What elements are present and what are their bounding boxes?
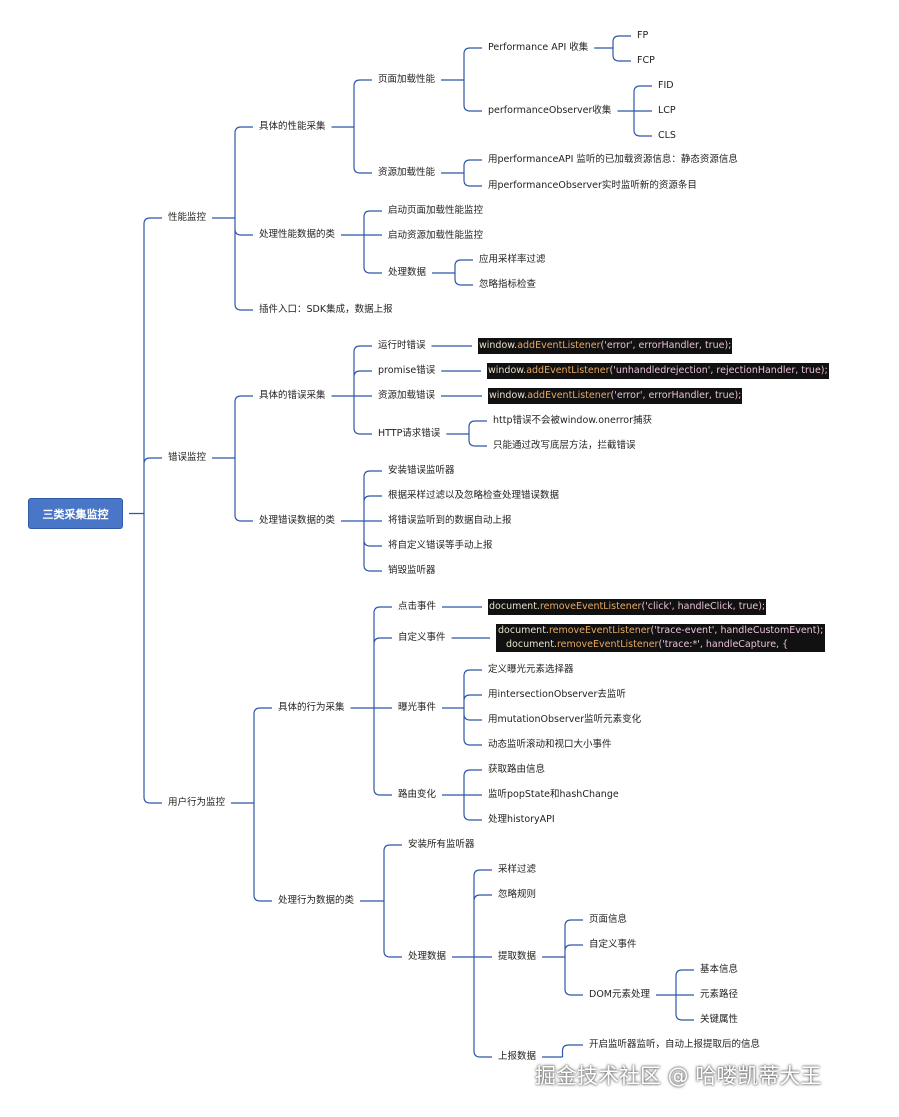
node[interactable]: 根据采样过滤以及忽略检查处理错误数据	[388, 490, 560, 501]
connector-err	[212, 395, 253, 522]
node[interactable]: 具体的错误采集	[259, 390, 326, 401]
node[interactable]: 自定义事件	[398, 632, 446, 643]
node[interactable]: 应用采样率过滤	[479, 254, 546, 265]
connector-br	[442, 769, 482, 821]
node[interactable]: 关键属性	[700, 1014, 739, 1025]
code-snippet: window.addEventListener('error', errorHa…	[488, 388, 743, 404]
connector-bh	[360, 844, 402, 958]
node[interactable]: 采样过滤	[498, 864, 537, 875]
connector-bc	[350, 606, 392, 796]
connector-bd	[656, 969, 694, 1021]
connector-pl	[441, 47, 482, 112]
node[interactable]: 监听popState和hashChange	[488, 789, 619, 800]
code-snippet: window.addEventListener('error', errorHa…	[478, 338, 733, 354]
node[interactable]: 处理行为数据的类	[278, 895, 355, 906]
node[interactable]: 安装所有监听器	[408, 839, 475, 850]
connector-perf	[212, 126, 253, 311]
node[interactable]: promise错误	[378, 365, 436, 376]
node[interactable]: 资源加载错误	[378, 390, 436, 401]
node[interactable]: 用performanceObserver实时监听新的资源条目	[488, 180, 697, 191]
connector-bx	[542, 919, 583, 996]
connector-be	[442, 669, 482, 746]
node[interactable]: 启动资源加载性能监控	[388, 230, 484, 241]
connector-bre	[542, 1044, 583, 1058]
node[interactable]: 路由变化	[398, 789, 437, 800]
node[interactable]: 具体的行为采集	[278, 702, 345, 713]
node[interactable]: FP	[637, 30, 649, 41]
node[interactable]: 页面加载性能	[378, 74, 436, 85]
node[interactable]: FID	[658, 80, 674, 91]
node[interactable]: 只能通过改写底层方法，拦截错误	[493, 440, 636, 451]
connector-pp	[432, 259, 473, 286]
node-performance[interactable]: 性能监控	[168, 212, 207, 223]
node[interactable]: Performance API 收集	[488, 42, 589, 53]
node[interactable]: LCP	[658, 105, 676, 116]
node-error[interactable]: 错误监控	[168, 452, 207, 463]
node[interactable]: 定义曝光元素选择器	[488, 664, 574, 675]
code-snippet: window.addEventListener('unhandledreject…	[487, 363, 829, 379]
node[interactable]: 将自定义错误等手动上报	[388, 540, 493, 551]
connector-ph	[341, 210, 382, 274]
connector-beh	[231, 707, 272, 902]
node-behavior[interactable]: 用户行为监控	[168, 797, 226, 808]
node[interactable]: HTTP请求错误	[378, 428, 441, 439]
node[interactable]: 忽略规则	[498, 889, 537, 900]
connector-po	[617, 85, 652, 137]
code-snippet: document.removeEventListener('trace-even…	[496, 624, 826, 652]
node[interactable]: 将错误监听到的数据自动上报	[388, 515, 512, 526]
node[interactable]: 运行时错误	[378, 340, 426, 351]
connector-rl	[441, 159, 482, 187]
node[interactable]: 处理historyAPI	[488, 814, 555, 825]
node[interactable]: DOM元素处理	[589, 989, 650, 1000]
node[interactable]: 动态监听滚动和视口大小事件	[488, 739, 612, 750]
connector-pc	[331, 79, 372, 174]
node[interactable]: CLS	[658, 130, 676, 141]
node[interactable]: 忽略指标检查	[479, 279, 537, 290]
connector-ec	[331, 345, 372, 435]
node[interactable]: 资源加载性能	[378, 167, 436, 178]
connector-ehd	[341, 470, 382, 572]
node[interactable]: 基本信息	[700, 964, 739, 975]
connector-root	[129, 217, 162, 804]
watermark: 掘金技术社区 @ 哈喽凯蒂大王	[535, 1064, 822, 1088]
node[interactable]: performanceObserver收集	[488, 105, 612, 116]
code-snippet: document.removeEventListener('click', ha…	[488, 599, 767, 615]
node[interactable]: 用mutationObserver监听元素变化	[488, 714, 642, 725]
node[interactable]: 具体的性能采集	[259, 121, 326, 132]
node[interactable]: 销毁监听器	[388, 565, 436, 576]
node[interactable]: 提取数据	[498, 951, 537, 962]
node[interactable]: 安装错误监听器	[388, 465, 455, 476]
node[interactable]: 用intersectionObserver去监听	[488, 689, 626, 700]
connector-bp	[452, 869, 492, 1058]
node[interactable]: 自定义事件	[589, 939, 637, 950]
node[interactable]: 插件入口：SDK集成，数据上报	[259, 304, 393, 315]
root-node[interactable]: 三类采集监控	[28, 498, 123, 529]
node[interactable]: 页面信息	[589, 914, 628, 925]
node[interactable]: 启动页面加载性能监控	[388, 205, 484, 216]
node[interactable]: 用performanceAPI 监听的已加载资源信息：静态资源信息	[488, 154, 738, 165]
node[interactable]: 曝光事件	[398, 702, 437, 713]
node[interactable]: 获取路由信息	[488, 764, 546, 775]
connector-eh	[446, 420, 487, 447]
node[interactable]: 处理错误数据的类	[259, 515, 336, 526]
node[interactable]: 开启监听器监听，自动上报提取后的信息	[589, 1039, 761, 1050]
node[interactable]: 处理性能数据的类	[259, 229, 336, 240]
node[interactable]: 处理数据	[408, 951, 447, 962]
connector-pa	[594, 35, 631, 62]
node[interactable]: FCP	[637, 55, 655, 66]
node[interactable]: 处理数据	[388, 267, 427, 278]
node[interactable]: http错误不会被window.onerror捕获	[493, 415, 653, 426]
node[interactable]: 点击事件	[398, 601, 437, 612]
node[interactable]: 元素路径	[700, 989, 739, 1000]
node[interactable]: 上报数据	[498, 1051, 537, 1062]
